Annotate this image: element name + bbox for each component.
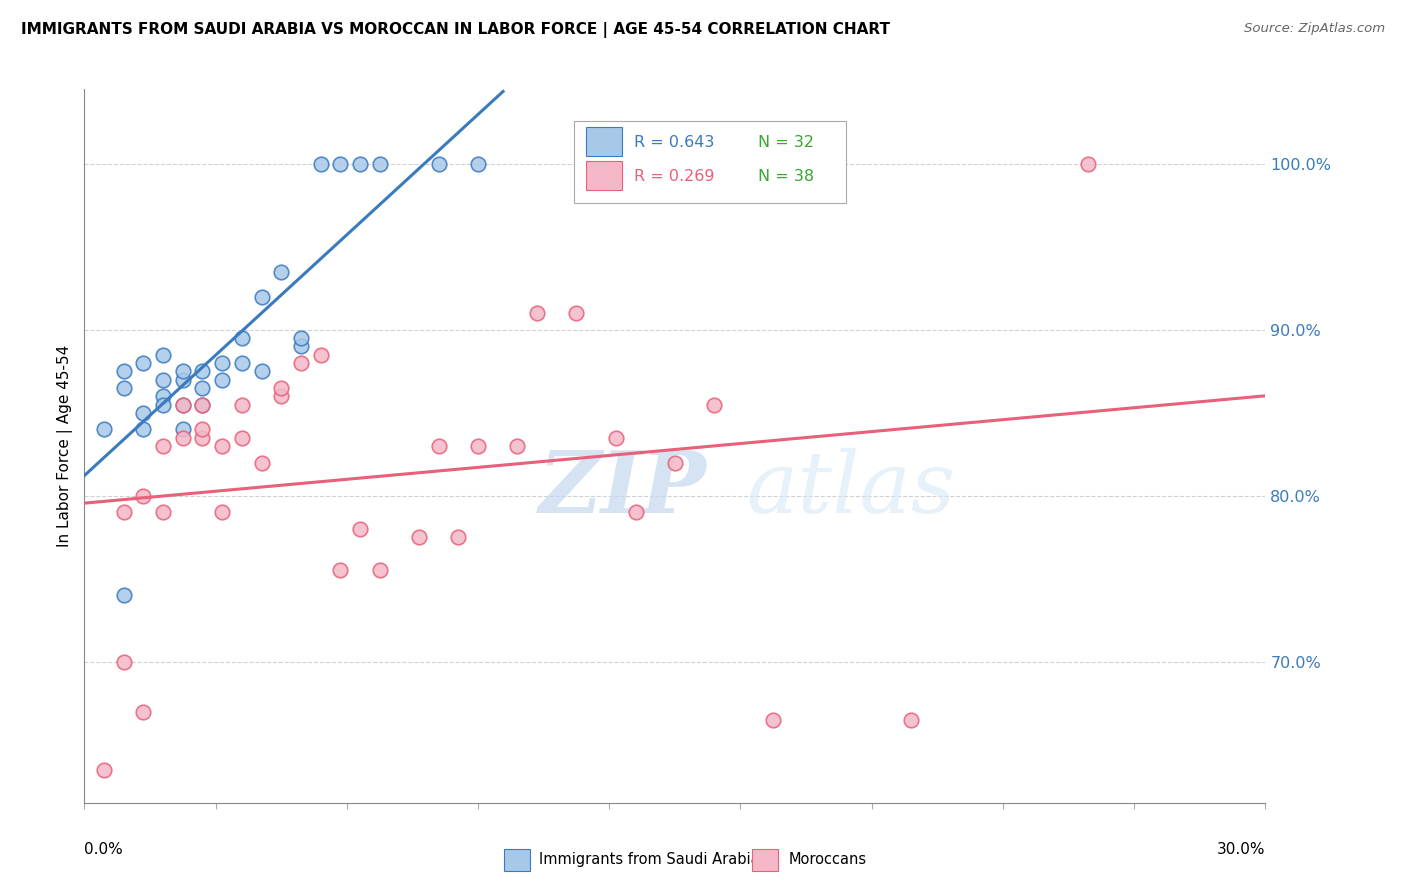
Point	[172, 397, 194, 411]
Point	[112, 588, 135, 602]
Point	[605, 431, 627, 445]
Text: N = 38: N = 38	[758, 169, 814, 185]
Point	[368, 564, 391, 578]
Point	[191, 397, 214, 411]
Point	[112, 381, 135, 395]
Point	[191, 397, 214, 411]
Point	[152, 389, 174, 403]
Point	[329, 564, 352, 578]
Point	[172, 397, 194, 411]
Text: Moroccans: Moroccans	[789, 852, 866, 867]
Point	[172, 364, 194, 378]
Text: R = 0.643: R = 0.643	[634, 136, 714, 150]
Text: Source: ZipAtlas.com: Source: ZipAtlas.com	[1244, 22, 1385, 36]
Point	[231, 356, 253, 370]
Point	[624, 505, 647, 519]
Bar	[586, 127, 621, 155]
Point	[309, 348, 332, 362]
Point	[152, 505, 174, 519]
FancyBboxPatch shape	[575, 121, 846, 203]
Point	[250, 456, 273, 470]
Point	[309, 157, 332, 171]
Point	[368, 157, 391, 171]
Point	[290, 339, 312, 353]
Text: IMMIGRANTS FROM SAUDI ARABIA VS MOROCCAN IN LABOR FORCE | AGE 45-54 CORRELATION : IMMIGRANTS FROM SAUDI ARABIA VS MOROCCAN…	[21, 22, 890, 38]
Point	[132, 489, 155, 503]
Text: N = 32: N = 32	[758, 136, 814, 150]
Point	[112, 505, 135, 519]
Point	[112, 655, 135, 669]
Point	[191, 364, 214, 378]
Point	[231, 397, 253, 411]
Point	[467, 439, 489, 453]
Point	[703, 397, 725, 411]
Point	[427, 157, 450, 171]
Point	[270, 389, 292, 403]
Point	[152, 348, 174, 362]
Bar	[586, 161, 621, 190]
Point	[349, 157, 371, 171]
Point	[172, 422, 194, 436]
Point	[152, 397, 174, 411]
Point	[191, 431, 214, 445]
Point	[526, 306, 548, 320]
Point	[900, 713, 922, 727]
Text: 30.0%: 30.0%	[1218, 842, 1265, 857]
Point	[211, 356, 233, 370]
Point	[270, 381, 292, 395]
Point	[211, 439, 233, 453]
Point	[231, 431, 253, 445]
Point	[349, 522, 371, 536]
Point	[329, 157, 352, 171]
Point	[231, 331, 253, 345]
Point	[427, 439, 450, 453]
Point	[290, 356, 312, 370]
Point	[250, 290, 273, 304]
Point	[565, 306, 588, 320]
Point	[93, 763, 115, 777]
Point	[467, 157, 489, 171]
Point	[408, 530, 430, 544]
Point	[447, 530, 470, 544]
Point	[132, 705, 155, 719]
Text: R = 0.269: R = 0.269	[634, 169, 714, 185]
Point	[250, 364, 273, 378]
Point	[270, 265, 292, 279]
Text: Immigrants from Saudi Arabia: Immigrants from Saudi Arabia	[538, 852, 759, 867]
Point	[664, 456, 686, 470]
Bar	[752, 849, 778, 871]
Point	[290, 331, 312, 345]
Point	[191, 381, 214, 395]
Point	[132, 422, 155, 436]
Point	[152, 373, 174, 387]
Point	[132, 406, 155, 420]
Point	[211, 505, 233, 519]
Text: 0.0%: 0.0%	[84, 842, 124, 857]
Point	[1077, 157, 1099, 171]
Point	[211, 373, 233, 387]
Text: atlas: atlas	[745, 448, 955, 530]
Y-axis label: In Labor Force | Age 45-54: In Labor Force | Age 45-54	[58, 345, 73, 547]
Point	[506, 439, 529, 453]
Point	[172, 373, 194, 387]
Text: ZIP: ZIP	[538, 447, 707, 531]
Point	[152, 439, 174, 453]
Point	[762, 713, 785, 727]
Point	[132, 356, 155, 370]
Point	[93, 422, 115, 436]
Point	[191, 422, 214, 436]
Point	[112, 364, 135, 378]
Bar	[503, 849, 530, 871]
Point	[172, 431, 194, 445]
